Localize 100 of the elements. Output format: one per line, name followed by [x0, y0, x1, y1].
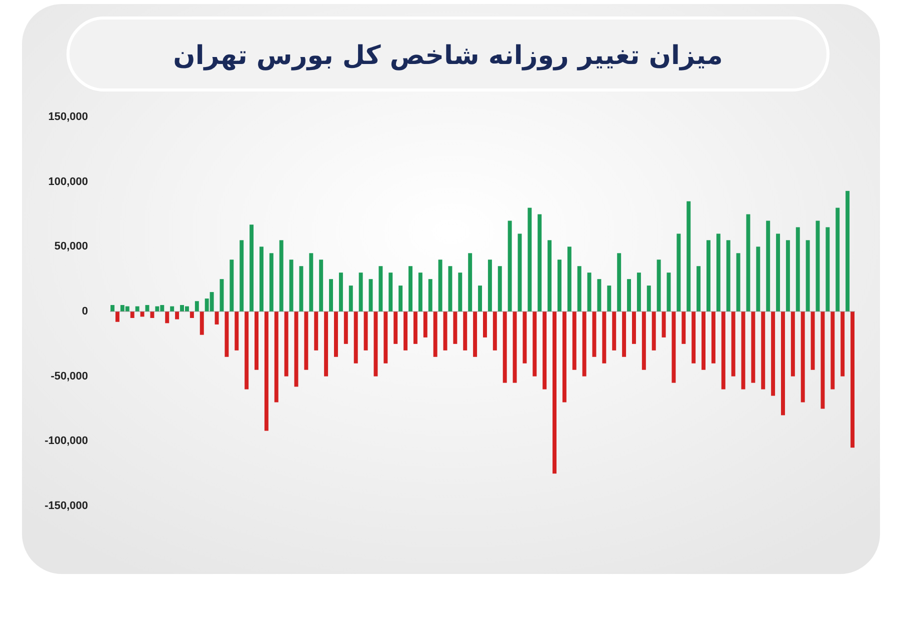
- bar: [482, 312, 487, 338]
- bar: [552, 312, 557, 474]
- bar: [240, 240, 244, 312]
- bar: [319, 260, 324, 312]
- bar: [702, 312, 706, 370]
- bar: [110, 305, 114, 312]
- bar: [418, 272, 422, 312]
- bar: [314, 312, 318, 350]
- bar: [582, 312, 586, 376]
- bar: [830, 312, 835, 390]
- bar: [478, 286, 482, 312]
- bar: [165, 312, 170, 324]
- bar: [850, 312, 855, 448]
- bar: [175, 312, 180, 320]
- bar: [522, 312, 527, 364]
- bar: [766, 220, 770, 312]
- bar: [746, 214, 750, 312]
- bar: [244, 312, 249, 390]
- bar: [726, 240, 730, 312]
- bar: [662, 312, 666, 338]
- bar: [150, 312, 154, 318]
- bar: [344, 312, 348, 344]
- bar: [612, 312, 616, 350]
- bar: [656, 260, 661, 312]
- y-tick-label: 100,000: [48, 176, 88, 188]
- bar: [686, 201, 691, 312]
- bar: [309, 253, 314, 312]
- bar: [542, 312, 547, 390]
- bar: [433, 312, 438, 357]
- bar: [676, 234, 681, 312]
- bar: [597, 279, 602, 312]
- bar: [384, 312, 388, 364]
- bar: [230, 260, 234, 312]
- bar: [636, 272, 641, 312]
- chart-title: میزان تغییر روزانه شاخص کل بورس تهران: [173, 41, 723, 71]
- bar: [846, 190, 850, 312]
- bar: [423, 312, 428, 338]
- y-tick-label: 0: [82, 306, 88, 318]
- bar: [284, 312, 288, 376]
- bar: [672, 312, 676, 383]
- bar: [438, 260, 442, 312]
- bar: [786, 240, 790, 312]
- bar: [259, 246, 264, 312]
- bar: [820, 312, 825, 409]
- bar: [508, 220, 512, 312]
- bar: [627, 279, 632, 312]
- bar: [632, 312, 636, 344]
- bar: [374, 312, 378, 376]
- bar: [194, 301, 199, 312]
- bar: [682, 312, 686, 344]
- bar: [761, 312, 766, 390]
- bar: [800, 312, 805, 402]
- bar: [502, 312, 507, 383]
- bar: [587, 272, 592, 312]
- bar: [810, 312, 815, 370]
- bar: [780, 312, 785, 416]
- bar: [130, 312, 134, 318]
- bar: [304, 312, 308, 370]
- bar: [646, 286, 651, 312]
- bar: [269, 253, 274, 312]
- y-tick-label: -100,000: [44, 435, 88, 448]
- bar: [796, 227, 800, 312]
- y-tick-label: -50,000: [50, 370, 88, 382]
- bar: [338, 272, 343, 312]
- bar: [473, 312, 478, 357]
- bar: [696, 266, 701, 312]
- bar: [562, 312, 566, 402]
- bar: [398, 286, 403, 312]
- bar: [299, 266, 304, 312]
- bar: [790, 312, 795, 376]
- bar: [324, 312, 328, 376]
- bar: [190, 312, 194, 318]
- y-tick-label: -150,000: [44, 500, 88, 512]
- bar: [279, 240, 284, 312]
- bar: [408, 266, 412, 312]
- bar: [826, 227, 830, 312]
- bar: [736, 253, 740, 312]
- bar: [706, 240, 710, 312]
- bar: [224, 312, 229, 357]
- bar: [458, 272, 462, 312]
- bar: [354, 312, 358, 364]
- bar: [840, 312, 845, 376]
- bar: [394, 312, 398, 344]
- bar: [348, 286, 353, 312]
- bar: [388, 272, 393, 312]
- bar: [806, 240, 810, 312]
- bar: [528, 208, 532, 312]
- bar: [404, 312, 408, 350]
- bar: [716, 234, 720, 312]
- bar: [692, 312, 696, 364]
- y-tick-label: 150,000: [48, 111, 88, 123]
- bar: [602, 312, 606, 364]
- bar: [721, 312, 726, 390]
- bar: [214, 312, 219, 324]
- bar: [577, 266, 582, 312]
- bar: [274, 312, 278, 402]
- bar: [358, 272, 363, 312]
- bar: [642, 312, 646, 370]
- bar: [756, 246, 760, 312]
- bar: [836, 208, 840, 312]
